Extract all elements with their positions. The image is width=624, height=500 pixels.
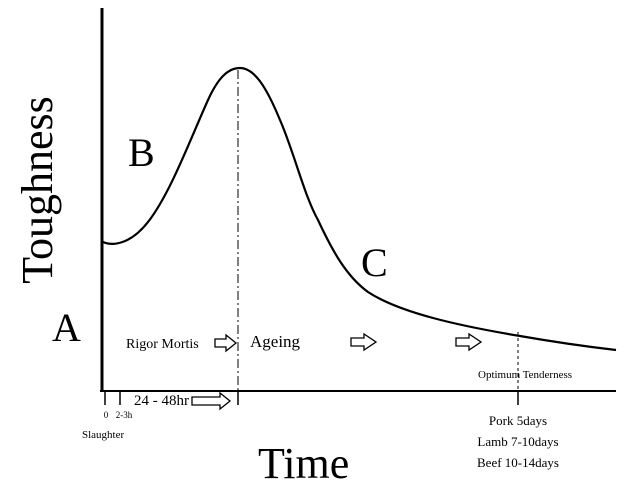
region-label-a: A [52, 305, 81, 350]
optimum-time-beef: Beef 10-14days [477, 455, 559, 470]
region-label-c: C [361, 240, 388, 285]
y-axis-label: Toughness [13, 96, 62, 284]
ageing-label: Ageing [250, 332, 301, 351]
slaughter-label: Slaughter [82, 429, 124, 441]
arrow-ageing-1-icon [350, 332, 378, 352]
arrow-window-icon [191, 391, 232, 411]
time-early-label: 2-3h [116, 410, 133, 420]
time-zero-label: 0 [104, 410, 109, 420]
x-axis-label: Time [258, 439, 349, 488]
optimum-time-lamb: Lamb 7-10days [477, 434, 558, 449]
rigor-mortis-label: Rigor Mortis [126, 337, 199, 352]
optimum-tenderness-label: Optimum Tenderness [478, 369, 572, 381]
arrow-rigor-icon [214, 333, 238, 353]
region-label-b: B [128, 130, 155, 175]
arrow-ageing-2-icon [455, 332, 483, 352]
rigor-window-label: 24 - 48hr [134, 393, 189, 409]
optimum-time-pork: Pork 5days [489, 413, 547, 428]
toughness-curve [102, 66, 617, 352]
